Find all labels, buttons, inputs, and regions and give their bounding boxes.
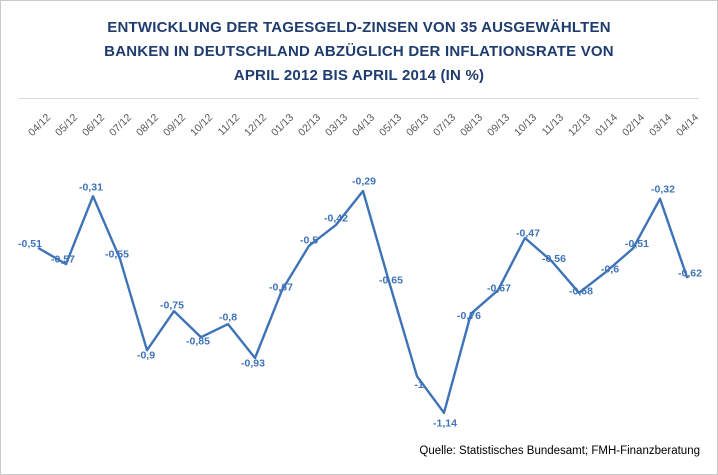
data-point-label: -0,29 [352, 176, 376, 188]
data-point-label: -0,62 [678, 268, 702, 280]
data-series-line [37, 189, 689, 414]
x-axis-label: 10/13 [512, 112, 539, 139]
x-axis-label: 12/13 [566, 112, 593, 139]
x-axis-label: 06/12 [80, 112, 107, 139]
data-point-label: -0,93 [241, 358, 265, 370]
x-axis-label: 04/14 [674, 112, 701, 139]
data-point-label: -0,68 [569, 285, 593, 297]
x-axis-label: 09/13 [485, 112, 512, 139]
chart-title-line-3: APRIL 2012 BIS APRIL 2014 (IN %) [233, 67, 485, 84]
data-point-label: -0,85 [186, 336, 210, 348]
x-axis-label: 08/13 [458, 112, 485, 139]
x-axis-label: 12/12 [242, 112, 269, 139]
x-axis-label: 04/12 [26, 112, 53, 139]
x-axis-label: 01/14 [593, 112, 620, 139]
data-point-label: -0,32 [651, 183, 675, 195]
x-axis-label: 03/13 [323, 112, 350, 139]
data-point-label: -0,31 [79, 182, 103, 194]
data-point-label: -0,51 [18, 238, 42, 250]
data-point-label: -0,47 [516, 228, 540, 240]
x-axis-label: 08/12 [134, 112, 161, 139]
chart-title-line-2: BANKEN IN DEUTSCHLAND ABZÜGLICH DER INFL… [104, 43, 614, 60]
chart-title-line-1: ENTWICKLUNG DER TAGESGELD-ZINSEN VON 35 … [107, 19, 611, 36]
x-axis-label: 05/12 [53, 112, 80, 139]
data-point-label: -0,51 [625, 238, 649, 250]
data-point-label: -0,55 [105, 248, 129, 260]
data-point-label: -0,75 [160, 300, 184, 312]
data-point-label: -0,6 [601, 263, 619, 275]
category-axis-line [19, 98, 699, 99]
source-caption: Quelle: Statistisches Bundesamt; FMH-Fin… [419, 445, 700, 457]
x-axis-label: 07/12 [107, 112, 134, 139]
x-axis-label: 07/13 [431, 112, 458, 139]
data-point-label: -0,65 [379, 275, 403, 287]
x-axis-label: 05/13 [377, 112, 404, 139]
x-axis-label: 10/12 [188, 112, 215, 139]
x-axis-label: 02/13 [296, 112, 323, 139]
data-point-label: -0,67 [269, 282, 293, 294]
x-axis-label: 02/14 [620, 112, 647, 139]
data-point-label: -0,67 [487, 283, 511, 295]
x-axis-label: 03/14 [647, 112, 674, 139]
x-axis-label: 09/12 [161, 112, 188, 139]
data-point-label: -1,14 [433, 417, 457, 429]
chart-title: ENTWICKLUNG DER TAGESGELD-ZINSEN VON 35 … [1, 16, 717, 88]
data-point-label: -0,8 [219, 312, 237, 324]
data-point-label: -0,57 [51, 254, 75, 266]
x-axis-label: 11/13 [540, 112, 567, 139]
data-point-label: -0,42 [324, 212, 348, 224]
x-axis-label: 01/13 [269, 112, 296, 139]
data-point-label: -1 [414, 379, 423, 391]
data-point-label: -0,5 [300, 234, 318, 246]
data-point-label: -0,56 [542, 253, 566, 265]
data-point-label: -0,9 [137, 350, 155, 362]
x-axis-label: 11/12 [216, 112, 243, 139]
x-axis-label: 04/13 [350, 112, 377, 139]
x-axis-label: 06/13 [404, 112, 431, 139]
data-point-label: -0,76 [457, 310, 481, 322]
